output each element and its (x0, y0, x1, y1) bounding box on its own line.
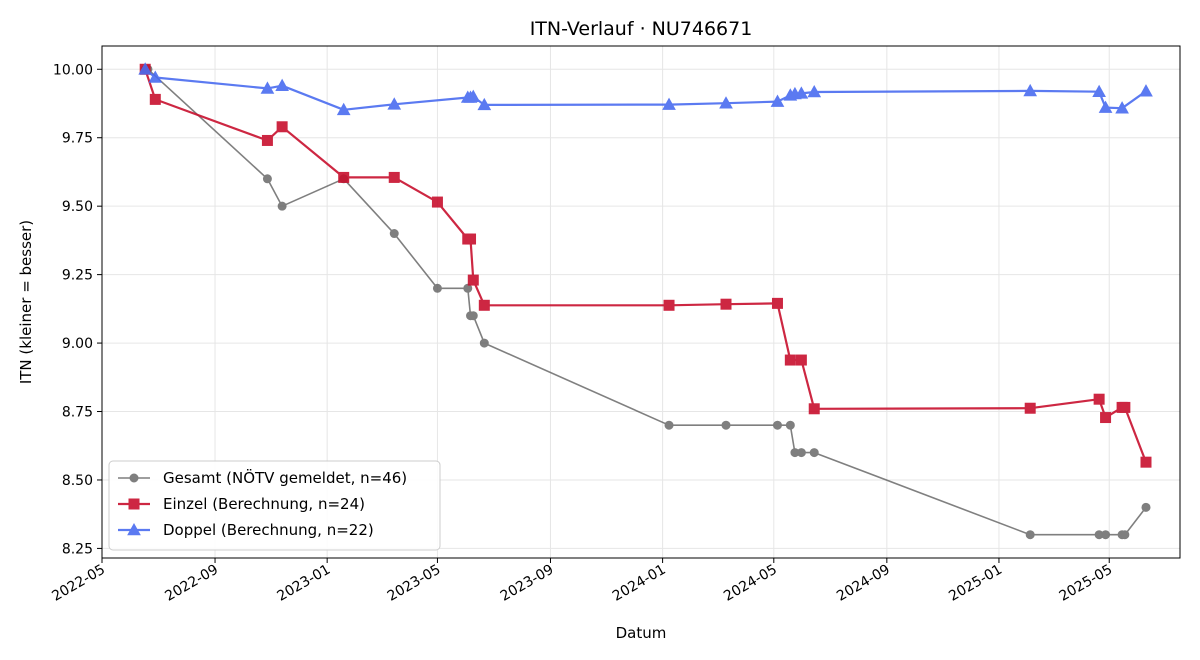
data-point-doppel (275, 78, 289, 92)
data-point-doppel (1092, 84, 1106, 98)
legend-swatch-gesamt (118, 473, 150, 483)
y-tick-label: 10.00 (53, 62, 93, 78)
data-point-gesamt (468, 311, 478, 321)
legend: Gesamt (NÖTV gemeldet, n=46) Einzel (Bere… (108, 460, 441, 551)
x-axis-label: Datum (616, 624, 667, 642)
legend-label-doppel: Doppel (Berechnung, n=22) (163, 521, 374, 539)
data-point-einzel (465, 233, 477, 245)
data-point-einzel (1093, 393, 1105, 405)
data-point-doppel (1115, 101, 1129, 114)
data-point-gesamt (809, 448, 819, 458)
data-point-einzel (478, 299, 490, 311)
data-point-einzel (784, 354, 796, 366)
data-point-doppel (719, 96, 733, 109)
data-point-einzel (1119, 401, 1131, 413)
data-point-doppel (387, 97, 402, 110)
data-point-gesamt (1141, 502, 1151, 512)
data-point-einzel (467, 274, 479, 286)
data-point-doppel (1139, 84, 1153, 97)
data-point-gesamt (463, 283, 473, 293)
data-point-doppel (260, 81, 275, 94)
y-tick-label: 8.75 (62, 405, 93, 421)
data-point-doppel (336, 102, 351, 116)
data-point-einzel (771, 297, 783, 309)
data-point-gesamt (389, 229, 399, 239)
data-point-gesamt (796, 448, 806, 458)
data-point-einzel (795, 354, 807, 366)
legend-swatch-doppel (118, 522, 150, 536)
data-point-einzel (276, 121, 288, 133)
data-point-doppel (138, 62, 153, 75)
data-point-einzel (663, 299, 675, 311)
data-point-gesamt (1101, 530, 1111, 540)
y-axis-label: ITN (kleiner = besser) (17, 220, 35, 384)
data-point-doppel (794, 86, 809, 99)
legend-box (108, 460, 441, 551)
data-point-gesamt (479, 338, 489, 348)
data-point-einzel (149, 93, 161, 105)
data-point-einzel (338, 171, 350, 183)
data-point-doppel (770, 94, 785, 107)
data-point-einzel (388, 171, 400, 183)
data-point-doppel (477, 97, 492, 111)
data-point-gesamt (277, 201, 287, 211)
series-layer (138, 62, 1153, 540)
y-tick-label: 8.25 (62, 541, 93, 557)
data-point-gesamt (1120, 530, 1130, 540)
data-point-gesamt (772, 420, 782, 430)
data-point-doppel (662, 97, 676, 110)
legend-swatch-einzel (118, 498, 150, 510)
y-tick-label: 9.00 (62, 336, 93, 352)
data-point-gesamt (1025, 530, 1035, 540)
data-point-einzel (431, 196, 443, 208)
data-point-einzel (261, 134, 273, 146)
legend-marker (128, 498, 140, 510)
y-tick-label: 8.50 (62, 473, 93, 489)
data-point-einzel (1024, 402, 1036, 414)
legend-marker (129, 473, 139, 483)
data-point-doppel (1098, 100, 1113, 113)
plot-frame (101, 45, 1181, 559)
series-line-doppel (144, 68, 1147, 111)
series-einzel (139, 63, 1152, 468)
data-point-gesamt (721, 420, 731, 430)
data-point-gesamt (262, 174, 272, 184)
data-point-doppel (1023, 83, 1038, 97)
data-point-doppel (807, 84, 822, 98)
legend-marker (127, 522, 141, 536)
data-point-doppel (466, 89, 481, 102)
legend-label-gesamt: Gesamt (NÖTV gemeldet, n=46) (163, 468, 407, 487)
data-point-gesamt (664, 420, 674, 430)
y-tick-label: 9.50 (62, 199, 93, 215)
data-point-gesamt (432, 283, 442, 293)
y-axis: 8.25 8.50 8.75 9.00 9.25 9.50 9.75 10.00 (53, 62, 102, 557)
data-point-einzel (720, 298, 732, 310)
chart-title: ITN-Verlauf · NU746671 (530, 18, 753, 40)
data-point-einzel (808, 403, 820, 415)
data-point-einzel (1140, 456, 1152, 468)
legend-label-einzel: Einzel (Berechnung, n=24) (163, 495, 365, 513)
data-point-doppel (148, 70, 163, 83)
y-tick-label: 9.75 (62, 131, 93, 147)
data-point-einzel (1100, 412, 1112, 424)
data-point-gesamt (785, 420, 795, 430)
y-tick-label: 9.25 (62, 268, 93, 284)
series-doppel (138, 62, 1153, 116)
